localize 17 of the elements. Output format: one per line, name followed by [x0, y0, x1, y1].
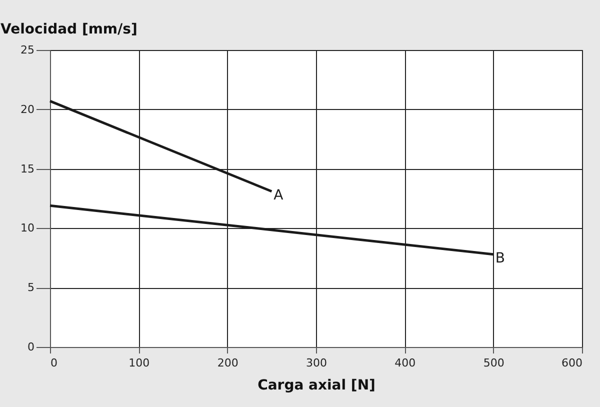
x-tick-label: 400	[394, 356, 416, 370]
y-tick-label: 25	[20, 44, 34, 56]
y-tick-label: 20	[20, 102, 34, 116]
y-tick-label: 15	[20, 162, 34, 176]
x-tick-label: 200	[217, 356, 238, 370]
y-axis-title: Velocidad [mm/s]	[0, 22, 138, 38]
x-tick-label: 600	[562, 356, 582, 370]
x-tick-label: 500	[483, 356, 504, 370]
x-axis-title: Carga axial [N]	[258, 378, 376, 394]
x-tick-label: 100	[128, 356, 150, 370]
x-tick-label: 300	[306, 356, 327, 370]
series-label: A	[274, 187, 284, 204]
y-tick-label: 0	[28, 340, 34, 354]
y-tick-label: 5	[28, 281, 34, 294]
y-tick-label: 10	[20, 222, 34, 235]
x-tick-label: 0	[50, 356, 58, 370]
series-label: B	[495, 250, 505, 266]
